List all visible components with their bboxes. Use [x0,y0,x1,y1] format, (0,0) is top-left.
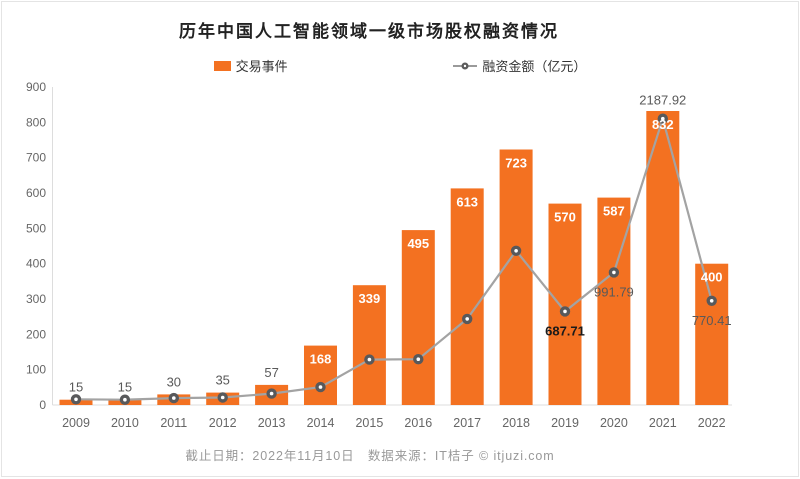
svg-text:587: 587 [603,204,625,219]
svg-text:900: 900 [26,80,46,94]
svg-text:300: 300 [26,292,46,306]
svg-text:400: 400 [701,270,723,285]
svg-text:57: 57 [264,365,278,380]
svg-text:687.71: 687.71 [545,323,585,338]
svg-text:991.79: 991.79 [594,284,634,299]
svg-text:770.41: 770.41 [692,313,732,328]
svg-text:613: 613 [456,194,478,209]
svg-text:30: 30 [167,374,181,389]
svg-text:2010: 2010 [111,416,139,430]
svg-text:0: 0 [39,398,46,412]
svg-text:2187.92: 2187.92 [639,93,686,108]
svg-text:168: 168 [310,352,332,367]
svg-text:2013: 2013 [258,416,286,430]
svg-text:832: 832 [652,117,674,132]
svg-text:2021: 2021 [649,416,677,430]
svg-text:570: 570 [554,210,576,225]
svg-text:15: 15 [118,380,132,395]
svg-text:700: 700 [26,151,46,165]
svg-text:495: 495 [407,236,429,251]
svg-text:800: 800 [26,115,46,129]
svg-text:2022: 2022 [698,416,726,430]
svg-text:2016: 2016 [404,416,432,430]
svg-text:400: 400 [26,257,46,271]
svg-text:2018: 2018 [502,416,530,430]
svg-text:600: 600 [26,186,46,200]
svg-text:15: 15 [69,380,83,395]
svg-text:2014: 2014 [307,416,335,430]
svg-text:2011: 2011 [160,416,187,430]
svg-text:2009: 2009 [62,416,90,430]
svg-text:500: 500 [26,221,46,235]
svg-text:2019: 2019 [551,416,579,430]
svg-text:100: 100 [26,363,46,377]
svg-text:2017: 2017 [453,416,481,430]
svg-text:723: 723 [505,156,527,171]
svg-text:2015: 2015 [355,416,383,430]
svg-text:339: 339 [359,291,381,306]
svg-text:200: 200 [26,327,46,341]
svg-text:2012: 2012 [209,416,237,430]
svg-text:35: 35 [215,373,229,388]
svg-text:2020: 2020 [600,416,628,430]
